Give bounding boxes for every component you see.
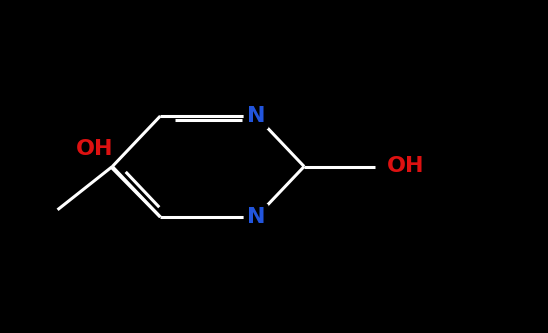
Text: N: N	[247, 207, 265, 227]
Text: N: N	[247, 106, 265, 126]
Text: OH: OH	[76, 139, 113, 159]
Text: OH: OH	[387, 157, 424, 176]
